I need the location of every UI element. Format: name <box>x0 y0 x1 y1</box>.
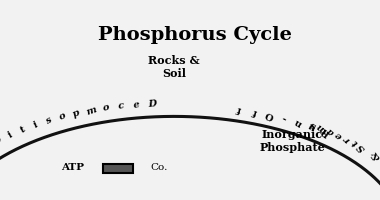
Text: Phosphorus Cycle: Phosphorus Cycle <box>98 26 292 44</box>
Text: t: t <box>350 138 359 147</box>
Text: a: a <box>325 126 336 137</box>
Text: O: O <box>264 109 276 120</box>
Text: s: s <box>44 115 53 126</box>
Text: i: i <box>32 120 40 130</box>
Text: e: e <box>334 129 344 140</box>
Text: m: m <box>315 121 329 135</box>
Text: Co.: Co. <box>151 163 168 172</box>
Text: m: m <box>85 105 98 117</box>
Text: R: R <box>320 125 332 137</box>
Text: S: S <box>356 141 368 152</box>
Text: Inorganic
Phosphate: Inorganic Phosphate <box>259 129 325 153</box>
Text: D: D <box>147 99 157 109</box>
Text: t: t <box>18 124 27 134</box>
Text: -: - <box>281 113 288 123</box>
Text: n: n <box>293 116 304 128</box>
Text: i: i <box>6 130 15 139</box>
Text: ATP: ATP <box>61 163 84 172</box>
Text: e: e <box>133 100 140 110</box>
Text: c: c <box>117 101 125 111</box>
Text: f: f <box>236 104 242 114</box>
Bar <box>103 164 133 173</box>
Text: f: f <box>251 107 258 117</box>
Text: s: s <box>308 120 318 130</box>
Text: r: r <box>342 134 352 144</box>
Text: o: o <box>0 134 4 145</box>
Text: Rocks &
Soil: Rocks & Soil <box>148 55 200 79</box>
Text: u: u <box>307 121 318 132</box>
Text: p: p <box>72 108 82 119</box>
Text: o: o <box>57 111 67 122</box>
Text: o: o <box>102 103 111 113</box>
Text: &: & <box>370 149 380 162</box>
